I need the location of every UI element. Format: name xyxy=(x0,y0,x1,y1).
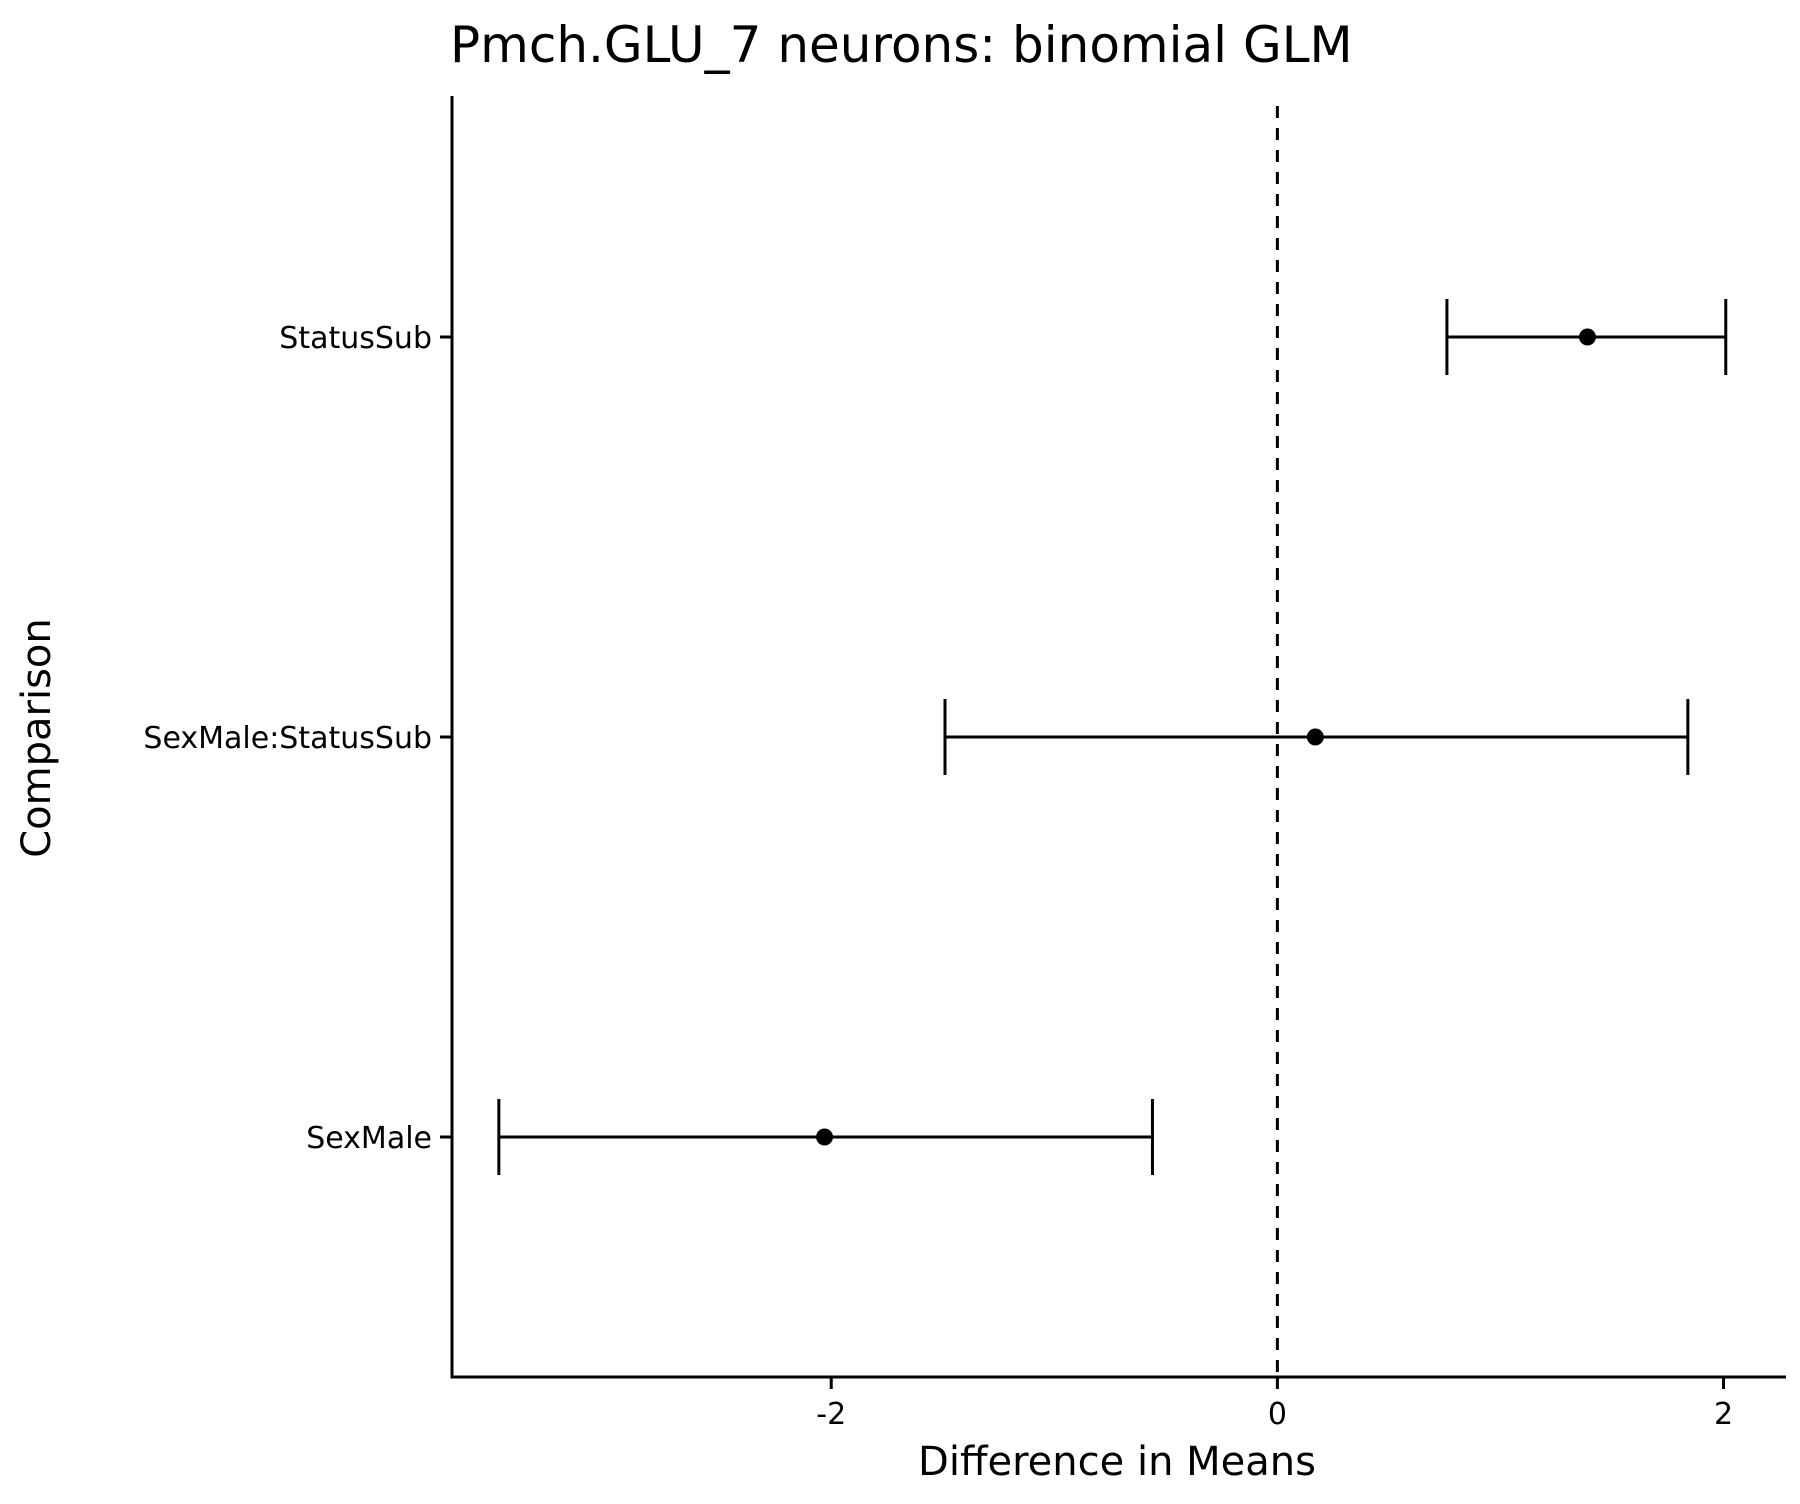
x-tick-label: 2 xyxy=(1714,1397,1733,1432)
chart-title: Pmch.GLU_7 neurons: binomial GLM xyxy=(450,16,1353,74)
x-axis-title: Difference in Means xyxy=(918,1439,1316,1485)
x-tick-label: -2 xyxy=(816,1397,846,1432)
estimate-point xyxy=(1578,328,1596,346)
y-tick-label: SexMale:StatusSub xyxy=(143,721,432,756)
y-tick-label: StatusSub xyxy=(279,321,432,356)
plot-area: -2 0 2 StatusSub SexMale:StatusSub SexMale xyxy=(143,96,1786,1432)
estimate-point xyxy=(1306,728,1324,746)
estimate-point xyxy=(816,1128,834,1146)
y-axis-title: Comparison xyxy=(14,618,60,858)
x-tick-label: 0 xyxy=(1268,1397,1287,1432)
y-tick-label: SexMale xyxy=(306,1121,432,1156)
